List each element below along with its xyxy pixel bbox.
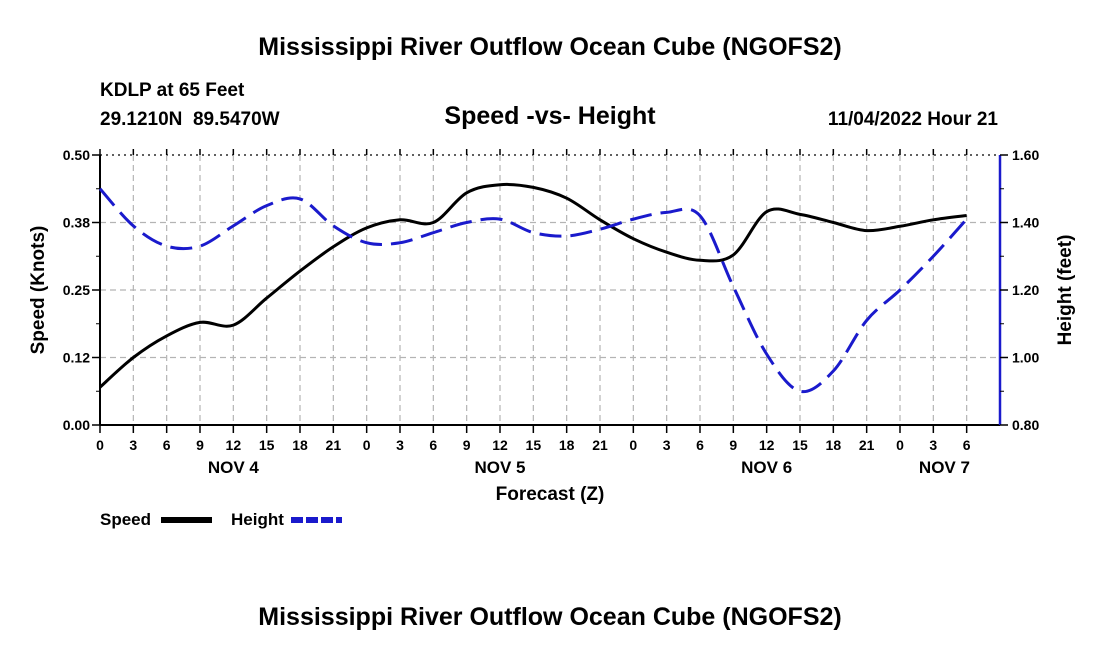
x-tick-label: 3 [929,437,937,453]
x-tick-label: 0 [896,437,904,453]
y-right-tick-label: 1.40 [1012,215,1039,231]
right-axis-ticks: 0.80 1.00 1.20 1.40 1.60 [1000,147,1039,433]
x-tick-label: 21 [859,437,875,453]
x-tick-label: 6 [696,437,704,453]
x-tick-label: 18 [826,437,842,453]
x-tick-label: 15 [259,437,275,453]
x-tick-label: 3 [396,437,404,453]
y-left-tick-label: 0.38 [63,215,90,231]
x-tick-label: 0 [96,437,104,453]
main-title: Mississippi River Outflow Ocean Cube (NG… [258,33,841,61]
x-tick-label: 21 [326,437,342,453]
x-tick-label: 0 [363,437,371,453]
x-axis-label: Forecast (Z) [496,484,605,505]
x-tick-label: 6 [429,437,437,453]
run-time: 11/04/2022 Hour 21 [828,109,998,130]
x-tick-label: 9 [196,437,204,453]
series-speed-line [99,182,967,389]
x-tick-label: 12 [226,437,242,453]
x-tick-label: 21 [592,437,608,453]
day-label: NOV 6 [741,458,792,477]
x-tick-label: 6 [163,437,171,453]
x-tick-label: 3 [663,437,671,453]
series-group [98,182,968,394]
x-tick-label: 15 [526,437,542,453]
y-left-tick-label: 0.00 [63,417,90,433]
chart-subtitle: Speed -vs- Height [444,102,656,130]
day-label: NOV 4 [208,458,260,477]
x-tick-label: 15 [792,437,808,453]
left-axis-label: Speed (Knots) [28,226,49,355]
x-tick-label: 18 [559,437,575,453]
legend-speed-label: Speed [100,510,151,529]
y-right-tick-label: 1.60 [1012,147,1039,163]
x-tick-label: 18 [292,437,308,453]
day-label: NOV 5 [474,458,525,477]
x-tick-label: 9 [729,437,737,453]
legend-height-label: Height [231,510,284,529]
station-name: KDLP at 65 Feet [100,80,245,101]
left-axis-ticks: 0.00 0.12 0.25 0.38 0.50 [63,147,100,433]
x-tick-label: 0 [629,437,637,453]
y-right-tick-label: 1.00 [1012,350,1039,366]
y-right-tick-label: 1.20 [1012,282,1039,298]
day-label: NOV 7 [919,458,970,477]
x-tick-label: 9 [463,437,471,453]
x-tick-label: 12 [492,437,508,453]
x-tick-label: 3 [129,437,137,453]
right-axis-label: Height (feet) [1055,235,1076,346]
y-right-tick-label: 0.80 [1012,417,1039,433]
y-left-tick-label: 0.50 [63,147,90,163]
y-left-tick-label: 0.12 [63,350,90,366]
x-tick-label: 6 [963,437,971,453]
x-axis-ticks: 0 3 6 9 12 15 18 21 0 3 6 9 12 15 18 21 0 3 6 9 12 15 18 21 0 3 6 [96,149,971,453]
grid-lines [100,154,1000,426]
footer-title: Mississippi River Outflow Ocean Cube (NG… [258,603,841,631]
series-height-line [98,187,968,394]
station-coords: 29.1210N 89.5470W [100,109,280,130]
legend: Speed Height [100,510,342,529]
day-labels: NOV 4 NOV 5 NOV 6 NOV 7 [208,458,970,477]
x-tick-label: 12 [759,437,775,453]
y-left-tick-label: 0.25 [63,282,90,298]
